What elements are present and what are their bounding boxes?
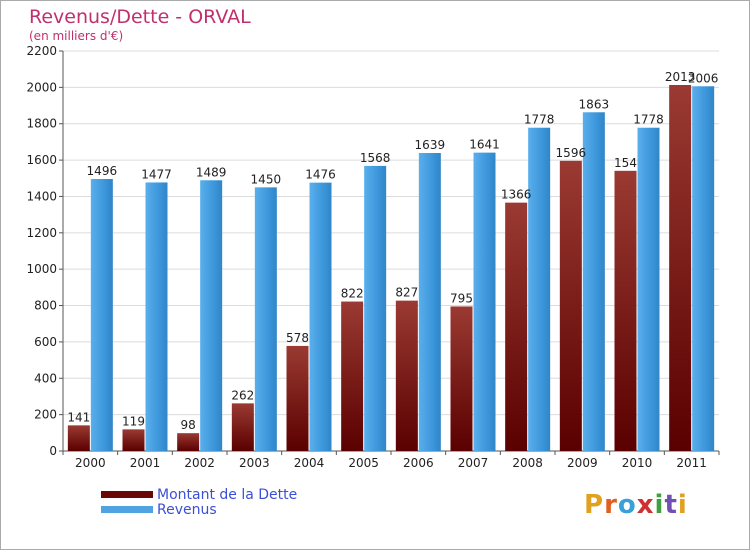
bar-dette — [231, 403, 254, 451]
data-label-dette: 827 — [395, 286, 418, 300]
x-tick-labels: 2000 2001 2002 2003 2004 2005 2006 2007 2008 2009… — [75, 456, 707, 470]
logo-letter: x — [636, 490, 655, 520]
data-label-revenus: 1778 — [633, 113, 664, 127]
x-tick-label: 2001 — [130, 456, 161, 470]
data-label-revenus: 1496 — [87, 164, 118, 178]
axes — [59, 50, 720, 455]
legend-item-dette: Montant de la Dette — [101, 486, 298, 503]
data-label-revenus: 1641 — [469, 138, 500, 152]
y-tick-label: 1200 — [26, 226, 57, 240]
legend: Montant de la Dette Revenus — [101, 486, 298, 518]
x-tick-label: 2010 — [622, 456, 653, 470]
data-label-revenus: 1639 — [415, 138, 446, 152]
grid-lines — [63, 50, 719, 452]
bar-revenus — [582, 112, 605, 451]
data-label-revenus: 1476 — [305, 168, 336, 182]
bar-dette — [669, 85, 692, 451]
data-label-dette: 1596 — [556, 146, 587, 160]
logo-letter: r — [604, 490, 618, 520]
data-label-revenus: 1489 — [196, 165, 227, 179]
logo-letter: o — [617, 490, 637, 520]
data-label-dette: 141 — [67, 410, 90, 424]
legend-item-revenus: Revenus — [101, 501, 297, 518]
logo-letter: i — [677, 490, 688, 520]
y-tick-label: 1600 — [26, 153, 57, 167]
proxiti-logo: Proxiti — [584, 490, 688, 520]
x-tick-label: 2003 — [239, 456, 270, 470]
x-tick-label: 2008 — [512, 456, 543, 470]
y-tick-label: 400 — [34, 371, 57, 385]
bar-dette — [614, 170, 637, 451]
bar-dette — [505, 202, 528, 451]
bar-revenus — [200, 180, 223, 452]
y-tick-label: 2000 — [26, 80, 57, 94]
y-tick-label: 800 — [34, 299, 57, 313]
x-tick-label: 2006 — [403, 456, 434, 470]
bar-dette — [67, 425, 90, 451]
bar-revenus — [418, 153, 441, 451]
chart-subtitle: (en milliers d'€) — [29, 29, 124, 43]
bar-revenus — [473, 152, 496, 452]
data-label-revenus: 1863 — [579, 97, 610, 111]
y-tick-label: 1000 — [26, 262, 57, 276]
y-tick-labels: 0 200 400 600 800 1000 1200 1400 1600 1800 2000 220… — [26, 44, 57, 458]
bar-revenus — [528, 127, 551, 452]
data-label-dette: 822 — [341, 287, 364, 301]
legend-swatch-revenus — [101, 506, 153, 513]
logo-letter: t — [664, 490, 678, 520]
legend-label-revenus: Revenus — [157, 501, 217, 518]
bar-dette — [559, 160, 582, 451]
x-tick-label: 2009 — [567, 456, 598, 470]
data-label-revenus: 2006 — [688, 71, 719, 85]
x-tick-label: 2005 — [348, 456, 379, 470]
chart-title: Revenus/Dette - ORVAL — [29, 6, 251, 28]
logo-letter: i — [654, 490, 665, 520]
y-tick-label: 200 — [34, 408, 57, 422]
bar-revenus — [254, 187, 277, 451]
data-label-revenus: 1477 — [141, 167, 172, 181]
y-tick-label: 2200 — [26, 44, 57, 58]
data-label-revenus: 1778 — [524, 113, 555, 127]
bar-dette — [122, 429, 145, 451]
x-tick-label: 2007 — [458, 456, 489, 470]
legend-label-dette: Montant de la Dette — [157, 486, 298, 503]
data-label-dette: 98 — [181, 418, 196, 432]
bar-revenus — [637, 127, 660, 452]
y-tick-label: 1800 — [26, 117, 57, 131]
x-tick-label: 2011 — [676, 456, 707, 470]
data-label-dette: 154 — [614, 156, 637, 170]
x-tick-label: 2002 — [184, 456, 215, 470]
y-tick-label: 600 — [34, 335, 57, 349]
data-label-dette: 578 — [286, 331, 309, 345]
bar-dette — [341, 301, 364, 451]
data-label-dette: 262 — [231, 388, 254, 402]
bar-dette — [395, 300, 418, 451]
data-label-revenus: 1450 — [251, 172, 282, 186]
data-label-dette: 1366 — [501, 188, 532, 202]
data-label-dette: 2013 — [665, 70, 696, 84]
data-labels: 141 1496 119 1477 98 1489 262 1450 578 1476 822 156… — [67, 70, 718, 432]
y-tick-label: 0 — [49, 444, 57, 458]
y-tick-label: 1400 — [26, 189, 57, 203]
bar-revenus — [90, 179, 113, 451]
data-label-dette: 119 — [122, 414, 145, 428]
bar-revenus — [145, 182, 168, 452]
bar-dette — [286, 345, 309, 451]
legend-swatch-dette — [101, 491, 153, 498]
bar-dette — [177, 433, 200, 451]
x-tick-label: 2004 — [294, 456, 325, 470]
bar-revenus — [692, 86, 715, 451]
bar-dette — [450, 306, 473, 451]
data-label-dette: 795 — [450, 291, 473, 305]
data-label-revenus: 1568 — [360, 151, 391, 165]
x-tick-label: 2000 — [75, 456, 106, 470]
bar-revenus — [309, 182, 332, 452]
bars — [67, 85, 715, 452]
logo-letter: P — [584, 490, 605, 520]
bar-revenus — [364, 165, 387, 451]
